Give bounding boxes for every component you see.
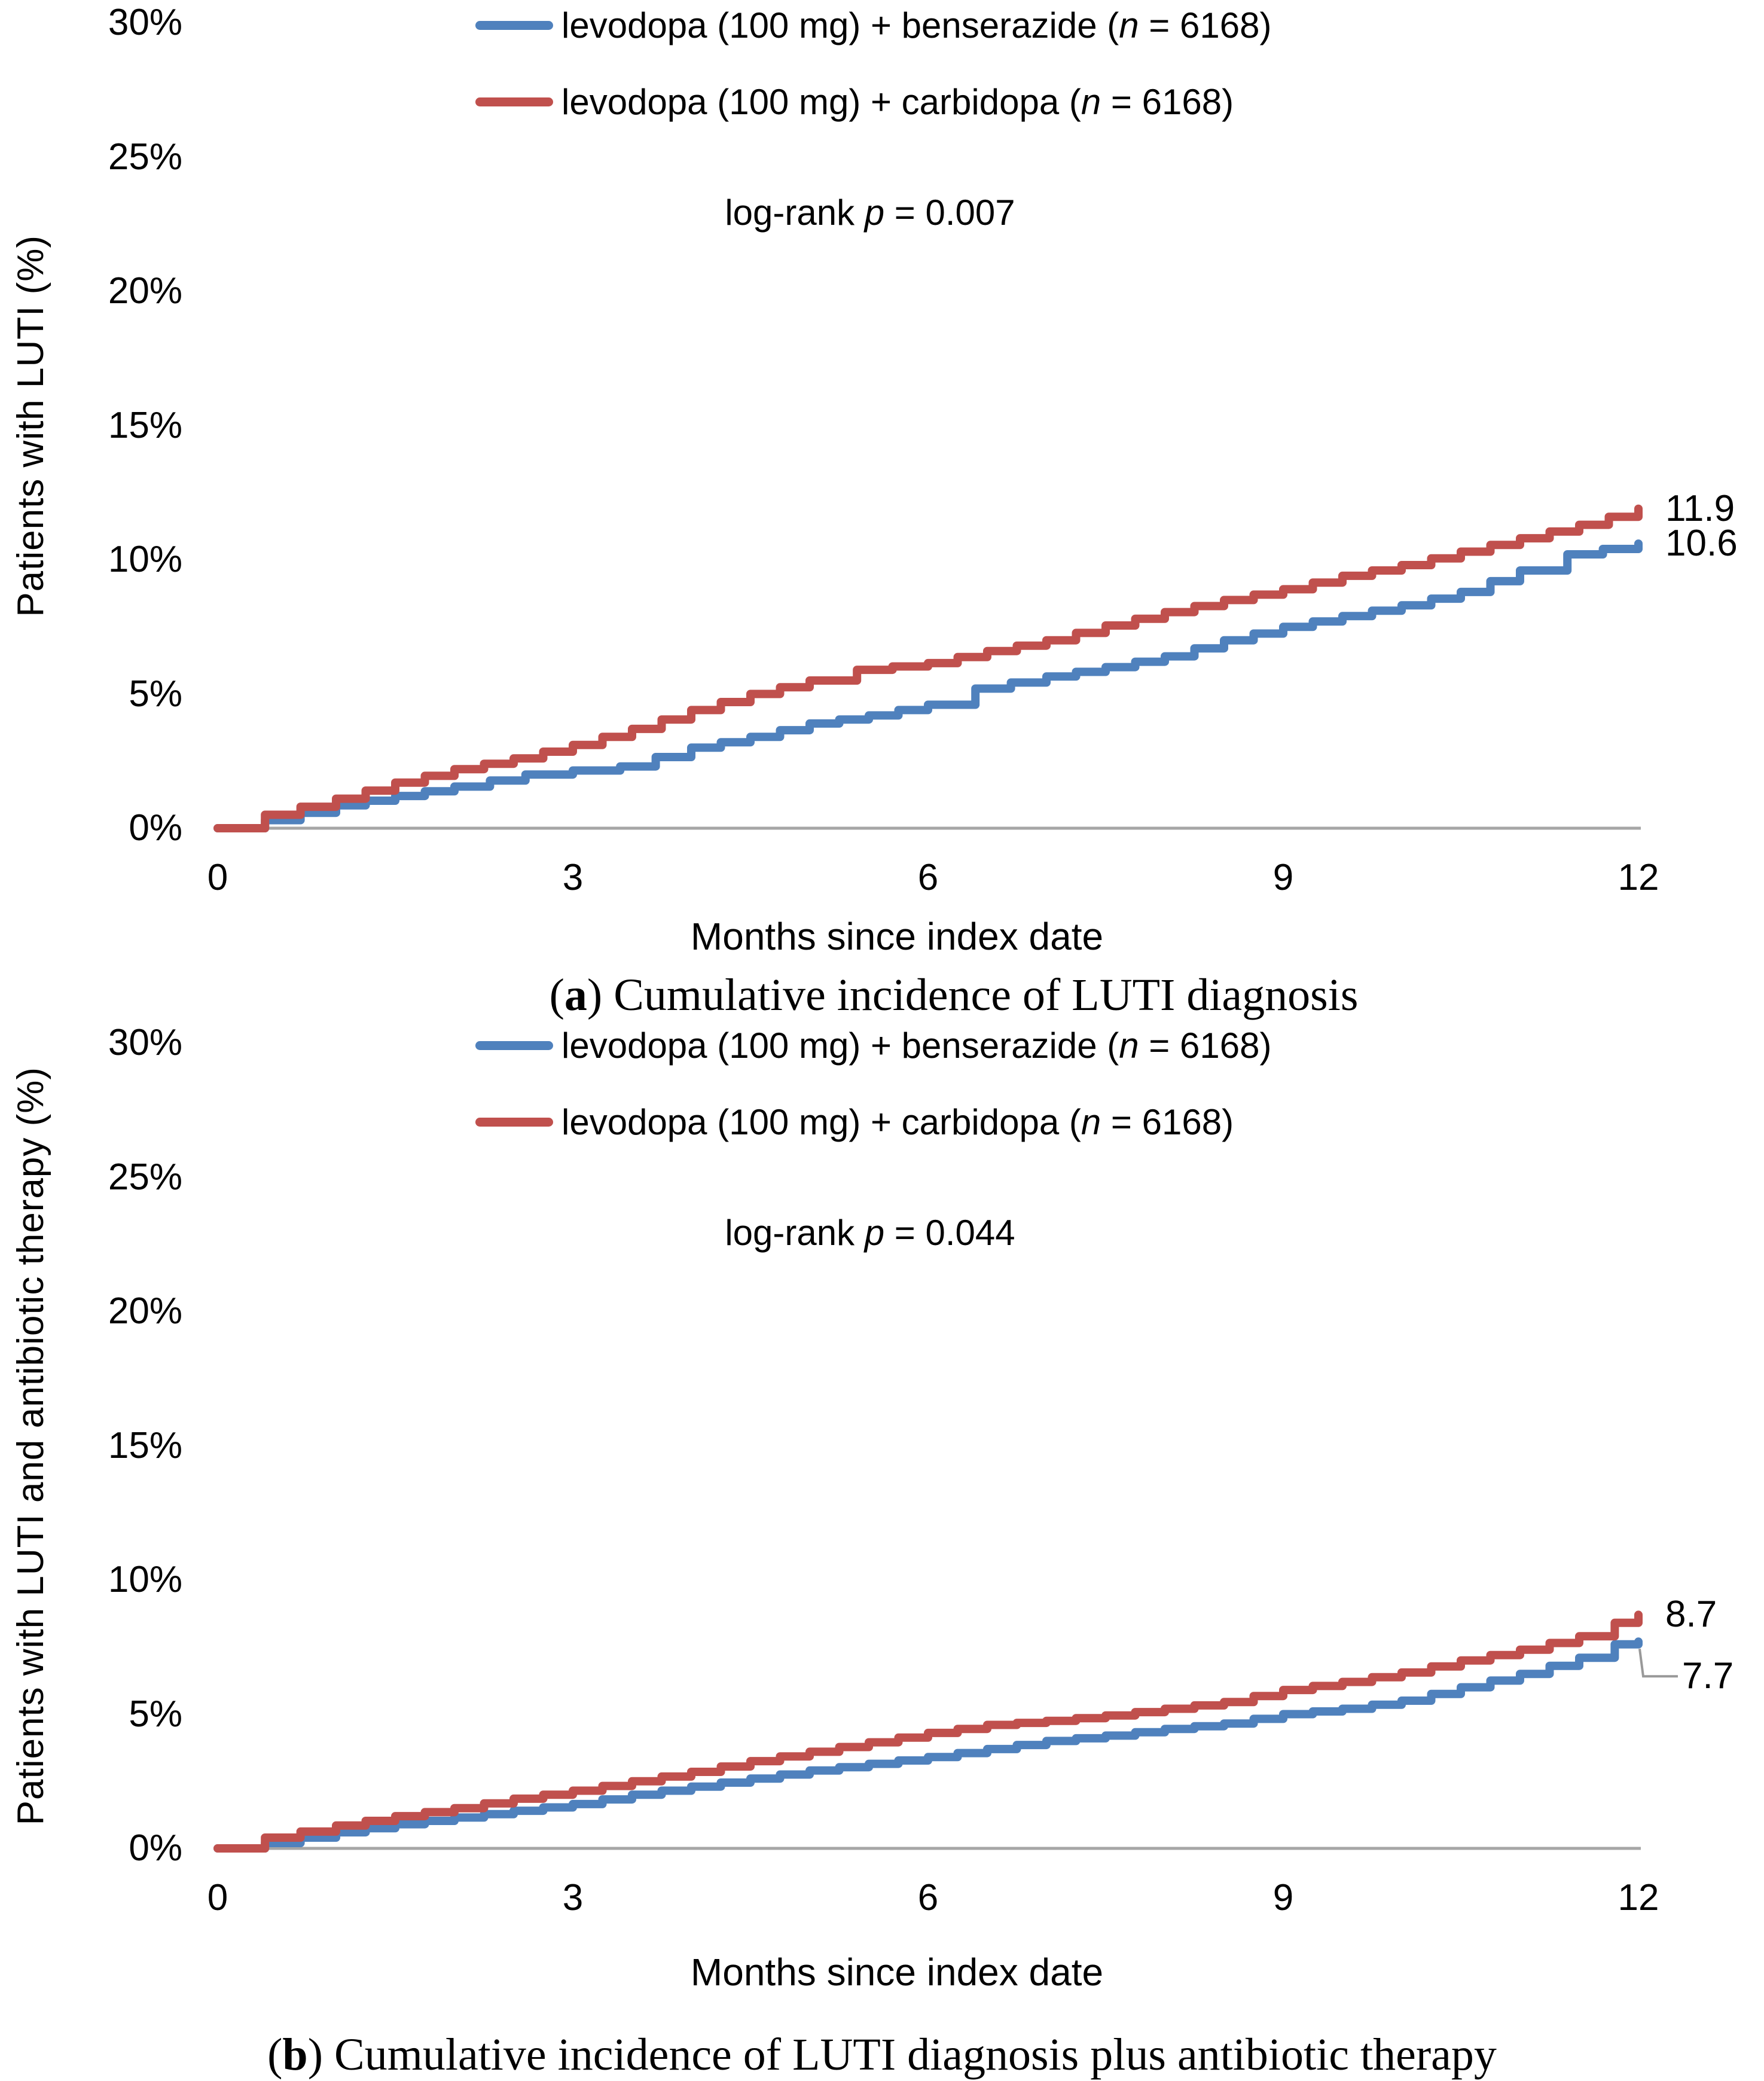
panel-a-y-axis-tick-labels: 30% 25% 20% 15% 10% 5% 0% <box>0 0 1764 1020</box>
series-line-carbidopa <box>213 504 1643 832</box>
panel-a-luti-diagnosis: Patients with LUTI (%) 30% 25% 20% 15% 10% 5%… <box>0 0 1764 1020</box>
carbidopa-line-swatch-icon <box>475 1117 553 1127</box>
legend-label-carbidopa: levodopa (100 mg) + carbidopa (n = 6168) <box>561 81 1234 122</box>
panel-a-x-axis-title: Months since index date <box>690 915 1104 958</box>
benserazide-line-swatch-icon <box>475 20 553 30</box>
y-axis-title-text: Patients with LUTI and antibiotic therap… <box>10 1067 51 1826</box>
series-end-value-label: 7.7 <box>1682 1655 1734 1697</box>
panel-b-y-axis-title: Patients with LUTI and antibiotic therap… <box>4 1044 57 1848</box>
x-tick-label: 0 <box>207 1877 228 1918</box>
panel-b-caption: (b) Cumulative incidence of LUTI diagnos… <box>267 2030 1497 2080</box>
legend-item-benserazide: levodopa (100 mg) + benserazide (n = 616… <box>475 4 1271 47</box>
series-line-benserazide <box>213 1637 1643 1853</box>
x-tick-label: 9 <box>1272 857 1294 898</box>
series-end-value-label: 8.7 <box>1665 1594 1717 1635</box>
panel-a-caption: (a) Cumulative incidence of LUTI diagnos… <box>549 970 1359 1020</box>
x-tick-label: 12 <box>1617 1877 1659 1918</box>
x-tick-label: 3 <box>562 1877 584 1918</box>
end-label-leader-line <box>1638 1649 1678 1678</box>
series-line-carbidopa <box>213 1610 1643 1853</box>
x-tick-label: 9 <box>1272 1877 1294 1918</box>
x-tick-label: 3 <box>562 857 584 898</box>
panel-a-y-axis-title: Patients with LUTI (%) <box>4 24 57 828</box>
legend-item-carbidopa: levodopa (100 mg) + carbidopa (n = 6168) <box>475 80 1234 123</box>
legend-label-benserazide: levodopa (100 mg) + benserazide (n = 616… <box>561 5 1272 45</box>
series-line-benserazide <box>213 539 1643 832</box>
x-tick-label: 12 <box>1617 857 1659 898</box>
panel-b-luti-antibiotic: Patients with LUTI and antibiotic therap… <box>0 1020 1764 2081</box>
legend-item-carbidopa: levodopa (100 mg) + carbidopa (n = 6168) <box>475 1100 1234 1143</box>
legend-item-benserazide: levodopa (100 mg) + benserazide (n = 616… <box>475 1024 1271 1067</box>
panel-b-legend: levodopa (100 mg) + benserazide (n = 616… <box>475 1020 1492 1164</box>
series-end-value-label: 11.9 <box>1665 487 1735 529</box>
panel-b-x-axis-title: Months since index date <box>690 1951 1104 1994</box>
carbidopa-line-swatch-icon <box>475 97 553 106</box>
x-tick-label: 6 <box>917 857 939 898</box>
panel-a-x-axis-tick-labels: 0 3 6 9 12 <box>0 0 1764 1020</box>
x-tick-label: 6 <box>917 1877 939 1918</box>
panel-b-log-rank-annotation: log-rank p = 0.044 <box>725 1213 1015 1253</box>
panel-b-x-axis-tick-labels: 0 3 6 9 12 <box>0 1020 1764 2081</box>
panel-a-chart-canvas <box>213 504 1643 832</box>
panel-a-log-rank-annotation: log-rank p = 0.007 <box>725 193 1015 233</box>
panel-b-chart-canvas <box>213 1610 1678 1853</box>
y-axis-title-text: Patients with LUTI (%) <box>10 235 51 617</box>
legend-label-carbidopa: levodopa (100 mg) + carbidopa (n = 6168) <box>561 1101 1234 1142</box>
panel-a-legend: levodopa (100 mg) + benserazide (n = 616… <box>475 0 1492 144</box>
benserazide-line-swatch-icon <box>475 1040 553 1050</box>
legend-label-benserazide: levodopa (100 mg) + benserazide (n = 616… <box>561 1025 1272 1066</box>
x-tick-label: 0 <box>207 857 228 898</box>
series-end-value-label: 10.6 <box>1665 523 1738 565</box>
panel-b-y-axis-tick-labels: 30% 25% 20% 15% 10% 5% 0% <box>0 1020 1764 2081</box>
